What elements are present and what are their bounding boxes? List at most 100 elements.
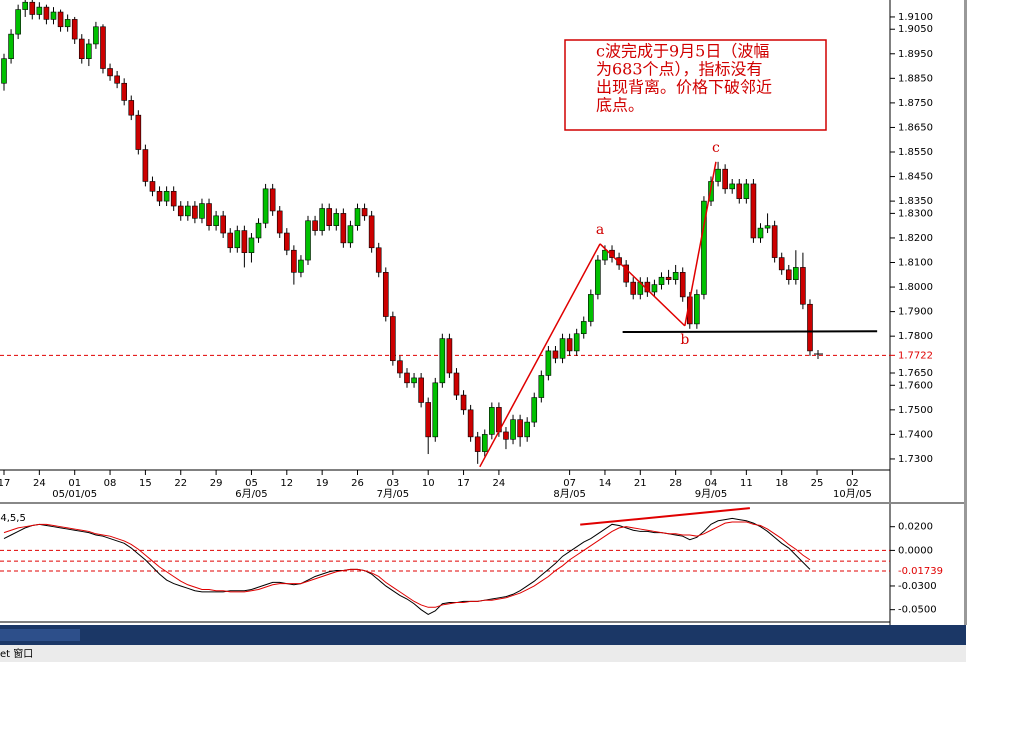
candle-body (340, 213, 347, 244)
candle-body (785, 269, 792, 280)
candle-body (156, 190, 163, 202)
indicator-title: 34,5,5 (0, 513, 26, 524)
x-sublabel: 9月/05 (695, 488, 727, 500)
y-tick-label: 1.9050 (898, 24, 933, 35)
candle-body (793, 267, 799, 280)
y-tick-label: 1.8300 (898, 208, 933, 219)
y-tick-label: 1.8550 (898, 147, 933, 158)
candle-body (446, 338, 453, 374)
candle-body (580, 321, 587, 335)
candle-body (750, 183, 757, 239)
x-tick-label: 21 (634, 478, 647, 489)
candle-body (559, 338, 566, 359)
y-tick-label: 1.8100 (898, 258, 933, 269)
candle-body (206, 203, 212, 226)
candle-body (651, 284, 658, 293)
y-tick-label: 1.8650 (898, 122, 933, 133)
candle-body (771, 225, 778, 258)
candle-body (1, 58, 7, 84)
x-tick-label: 03 (386, 478, 399, 489)
status-bar (0, 645, 966, 662)
candle-body (481, 434, 488, 452)
candle-body (573, 333, 580, 352)
x-tick-label: 24 (33, 478, 46, 489)
candle-body (114, 75, 120, 84)
candle-body (333, 213, 340, 226)
candle-body (743, 183, 750, 199)
candle-body (234, 230, 241, 249)
candle-body (382, 272, 389, 317)
x-tick-label: 11 (740, 478, 753, 489)
candle-body (71, 19, 78, 40)
x-tick-label: 17 (0, 478, 10, 489)
candle-body (432, 382, 439, 438)
x-tick-label: 08 (104, 478, 117, 489)
x-tick-label: 19 (316, 478, 329, 489)
scroll-thumb[interactable] (0, 629, 80, 641)
candle-body (43, 6, 50, 20)
x-tick-label: 07 (563, 478, 576, 489)
candle-body (694, 294, 700, 325)
candle-body (439, 338, 446, 384)
wave-line (479, 243, 601, 468)
candle-body (503, 431, 509, 440)
y-tick-label: 1.7600 (898, 380, 933, 391)
y-tick-label: 1.7900 (898, 307, 933, 318)
candle-body (517, 419, 523, 438)
candle-body (807, 303, 813, 352)
scrollbar[interactable] (0, 625, 966, 645)
x-tick-label: 05 (245, 478, 258, 489)
candle-body (715, 168, 721, 182)
candle-body (595, 259, 601, 295)
y-tick-label: 1.8750 (898, 98, 933, 109)
candle-body (602, 249, 608, 261)
candle-body (538, 375, 545, 398)
candle-body (269, 188, 276, 212)
candle-body (8, 33, 14, 59)
candle-body (199, 203, 205, 219)
candle-body (467, 409, 474, 438)
candle-body (93, 26, 99, 45)
y2-tick-label: 0.0200 (898, 522, 933, 533)
candle-body (510, 419, 516, 440)
note-text: c波完成于9月5日（波幅 (596, 42, 769, 61)
x-tick-label: 25 (811, 478, 824, 489)
candle-body (283, 232, 290, 251)
candle-body (453, 372, 460, 396)
candle-body (524, 421, 530, 438)
x-tick-label: 26 (351, 478, 364, 489)
candle-body (701, 200, 707, 295)
x-tick-label: 04 (705, 478, 718, 489)
y-tick-label: 1.8000 (898, 282, 933, 293)
candle-body (411, 377, 417, 384)
candle-body (375, 247, 382, 273)
candle-body (326, 208, 333, 226)
candle-body (361, 208, 368, 217)
candle-body (57, 11, 64, 28)
window-edge (964, 0, 967, 625)
candle-body (64, 19, 71, 28)
marker-label: -0.01739 (898, 566, 943, 577)
candle-body (354, 208, 361, 226)
x-tick-label: 28 (669, 478, 682, 489)
chart-bg (0, 0, 965, 625)
cursor (814, 350, 823, 359)
candle-body (128, 100, 135, 116)
y-tick-label: 1.7500 (898, 405, 933, 416)
candle-body (397, 360, 403, 374)
note-text: 出现背离。价格下破邻近 (596, 78, 772, 97)
candle-body (29, 1, 36, 15)
x-sublabel: 05/01/05 (52, 489, 97, 500)
candle-body (248, 237, 255, 253)
wave-line (684, 161, 717, 326)
x-tick-label: 01 (68, 478, 81, 489)
candle-body (213, 215, 219, 226)
candle-body (312, 220, 318, 231)
wave-label: b (680, 332, 689, 348)
x-tick-label: 18 (775, 478, 788, 489)
y-tick-label: 1.7300 (898, 454, 933, 465)
candle-body (778, 257, 785, 271)
y-tick-label: 1.8850 (898, 73, 933, 84)
candle-body (418, 377, 424, 403)
